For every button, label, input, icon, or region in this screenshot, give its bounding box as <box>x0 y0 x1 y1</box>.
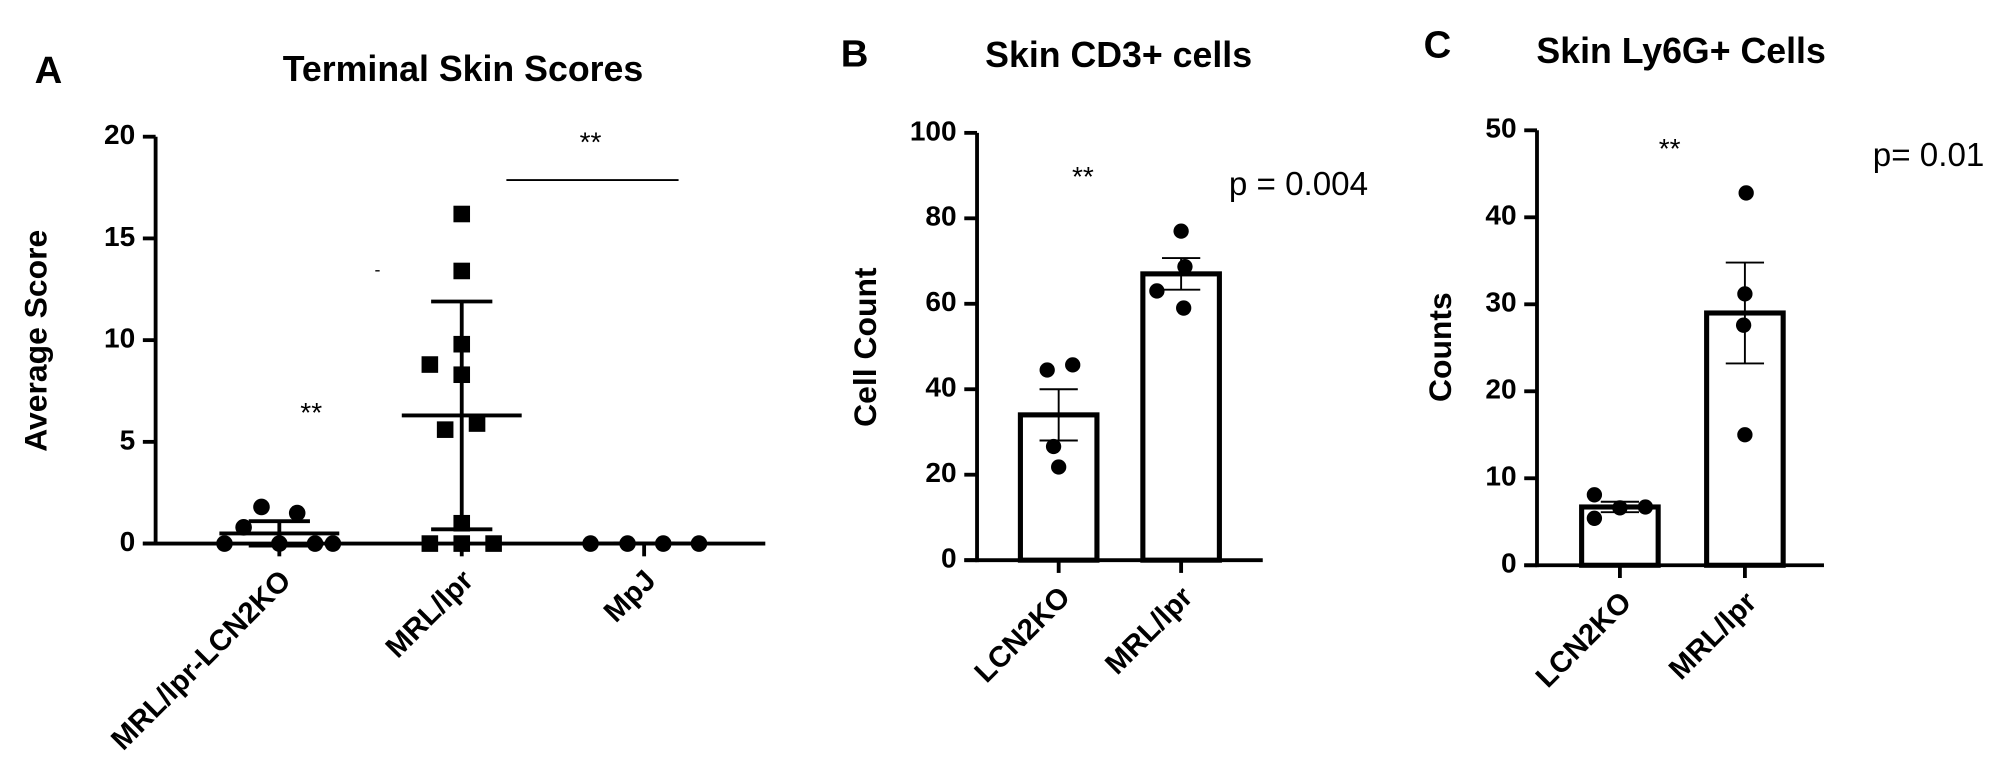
y-tick-label: 10 <box>104 323 135 354</box>
data-point <box>1586 510 1603 526</box>
y-axis-label: Average Score <box>18 230 54 452</box>
data-point <box>1045 438 1062 455</box>
data-point <box>1051 459 1067 475</box>
x-tick-label: MpJ <box>597 564 662 629</box>
y-tick-label: 60 <box>925 286 956 317</box>
y-tick-label: 50 <box>1485 113 1516 144</box>
x-tick-label: MRL/lpr-LCN2KO <box>105 564 298 757</box>
data-point <box>421 356 439 373</box>
y-tick-label: 20 <box>1485 374 1516 405</box>
y-axis-label: Counts <box>1422 292 1458 402</box>
data-point <box>1637 499 1654 515</box>
panel-label: C <box>1424 24 1452 67</box>
y-tick-label: 10 <box>1485 461 1516 492</box>
annotation: ** <box>580 127 602 158</box>
y-tick-label: 100 <box>910 115 957 146</box>
data-point <box>421 535 439 552</box>
annotation: - <box>375 259 381 279</box>
y-tick-label: 0 <box>120 526 136 557</box>
data-point <box>306 535 324 552</box>
data-point <box>1176 300 1192 316</box>
annotation: p = 0.004 <box>1229 166 1368 203</box>
annotation: ** <box>300 397 322 428</box>
data-point <box>1612 500 1628 516</box>
data-point <box>1149 283 1165 299</box>
data-point <box>1173 223 1189 239</box>
data-point <box>1737 427 1753 443</box>
data-point <box>453 205 471 223</box>
y-tick-label: 80 <box>925 201 956 232</box>
chart-title: Skin CD3+ cells <box>985 35 1252 75</box>
y-tick-label: 20 <box>925 457 956 488</box>
data-point <box>253 498 270 516</box>
annotation: ** <box>1659 133 1681 164</box>
x-tick-label: MRL/lpr <box>1662 586 1763 687</box>
data-point <box>1039 362 1055 378</box>
x-tick-label: MRL/lpr <box>379 564 480 665</box>
data-point <box>468 415 486 432</box>
data-point <box>235 519 252 536</box>
data-point <box>453 262 471 280</box>
data-point <box>324 535 342 552</box>
y-tick-label: 40 <box>1485 200 1516 231</box>
chart-title: Terminal Skin Scores <box>283 49 643 89</box>
data-point <box>1586 487 1603 503</box>
y-tick-label: 20 <box>104 119 135 150</box>
x-tick-label: MRL/lpr <box>1099 580 1200 681</box>
data-point <box>288 504 306 522</box>
y-tick-label: 30 <box>1485 287 1516 318</box>
y-tick-label: 0 <box>941 543 957 574</box>
y-tick-label: 40 <box>925 372 956 403</box>
data-point <box>485 535 502 552</box>
x-tick-label: LCN2KO <box>1529 586 1638 695</box>
y-tick-label: 15 <box>104 221 135 252</box>
y-axis-label: Cell Count <box>847 267 883 427</box>
chart-title: Skin Ly6G+ Cells <box>1536 31 1825 71</box>
y-tick-label: 0 <box>1501 548 1517 579</box>
annotation: ** <box>1072 161 1094 192</box>
annotation: p= 0.01 <box>1873 137 1985 174</box>
data-point <box>1735 317 1752 333</box>
data-point <box>216 535 233 552</box>
data-point <box>1737 286 1753 302</box>
panel-label: B <box>841 32 869 75</box>
data-point <box>436 421 454 438</box>
data-point <box>1065 357 1081 373</box>
data-point <box>1738 185 1754 201</box>
data-point <box>453 535 471 552</box>
bar <box>1140 271 1222 563</box>
panel-label: A <box>35 49 63 92</box>
x-tick-label: LCN2KO <box>968 580 1077 689</box>
y-tick-label: 5 <box>120 424 136 455</box>
data-point <box>1177 258 1193 275</box>
